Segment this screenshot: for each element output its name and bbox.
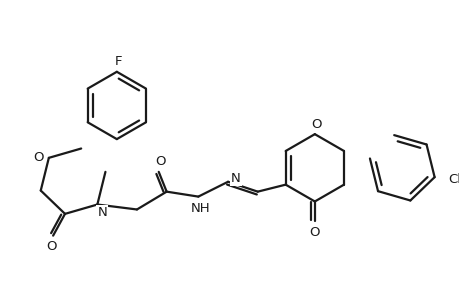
Text: O: O [155,155,166,169]
Text: O: O [46,240,56,253]
Text: N: N [97,206,107,219]
Text: NH: NH [190,202,210,215]
Text: O: O [309,226,319,239]
Text: F: F [115,56,122,68]
Text: N: N [230,172,241,185]
Text: Cl: Cl [447,172,459,186]
Text: O: O [311,118,321,131]
Text: O: O [34,151,44,164]
